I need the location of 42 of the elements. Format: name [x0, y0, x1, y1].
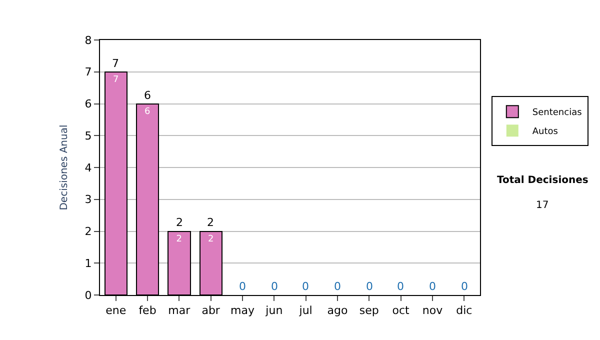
total-label: 0 [271, 280, 278, 293]
y-tick-label: 3 [84, 193, 92, 206]
y-tick-label: 7 [84, 66, 92, 79]
data-label: 6 [144, 106, 150, 117]
text: Total Decisiones [497, 175, 588, 186]
x-tick-label: may [230, 304, 255, 318]
y-tick-label: 8 [84, 34, 92, 47]
x-tick-label: oct [392, 304, 410, 318]
y-tick-label: 1 [84, 256, 92, 270]
data-label: 2 [176, 234, 182, 244]
y-tick-label: 0 [84, 288, 92, 302]
x-tick-label: jul [298, 304, 312, 318]
y-tick-label: 6 [84, 98, 92, 111]
total-label: 7 [112, 57, 119, 70]
total-label: 6 [144, 89, 151, 102]
text: 17 [536, 200, 549, 211]
y-tick-label: 2 [84, 225, 92, 238]
x-tick-label: ago [327, 304, 348, 318]
total-label: 0 [461, 280, 468, 293]
x-tick-label: jun [264, 304, 283, 318]
total-label: 2 [207, 216, 214, 229]
x-tick-label: nov [422, 304, 444, 318]
legend-label: Autos [532, 127, 558, 138]
total-label: 0 [429, 280, 436, 293]
total-label: 0 [366, 280, 373, 293]
data-label: 2 [208, 234, 214, 244]
x-tick-label: abr [202, 304, 220, 318]
x-tick-label: dic [456, 304, 472, 318]
total-label: 0 [302, 280, 309, 293]
data-label: 7 [112, 74, 119, 85]
y-axis-title: Decisiones Anual [58, 124, 70, 210]
total-label: 0 [334, 280, 341, 293]
x-tick-label: feb [138, 304, 156, 318]
x-tick-label: sep [359, 304, 379, 318]
x-tick-label: ene [106, 304, 126, 318]
total-label: 0 [397, 280, 404, 293]
y-tick-label: 5 [84, 129, 92, 142]
total-label: 2 [176, 216, 183, 229]
x-tick-label: mar [168, 304, 191, 318]
y-tick-label: 4 [84, 161, 92, 174]
legend-label: Sentencias [532, 108, 582, 118]
total-label: 0 [239, 280, 246, 293]
